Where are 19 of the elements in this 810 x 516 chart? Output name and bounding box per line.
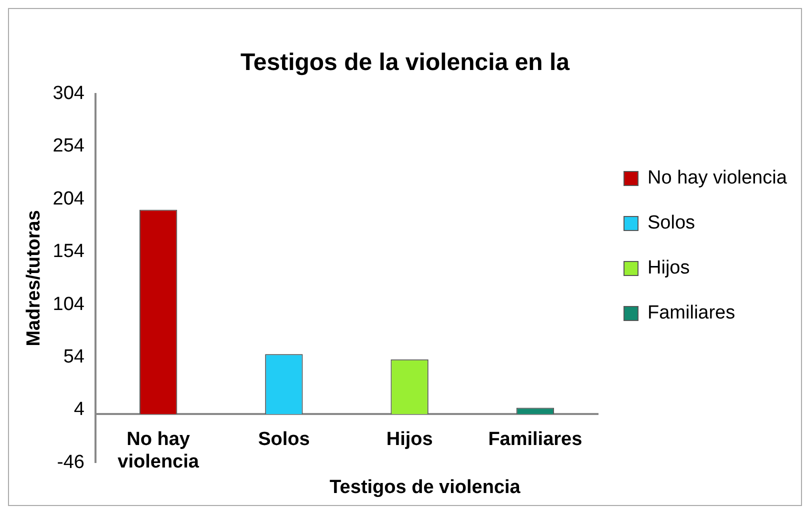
legend-label: Familiares bbox=[648, 302, 736, 324]
y-tick-label: 154 bbox=[52, 241, 85, 262]
y-tick-label: 254 bbox=[52, 136, 85, 157]
x-axis-title: Testigos de violencia bbox=[328, 477, 522, 500]
y-axis-title: Madres/tutoras bbox=[24, 210, 45, 346]
x-tick-label: Solos bbox=[258, 428, 310, 450]
chart-title: Testigos de la violencia en la bbox=[240, 49, 570, 76]
x-tick-label: Familiares bbox=[488, 428, 582, 450]
y-tick-label: 54 bbox=[63, 346, 85, 368]
legend-label: Solos bbox=[648, 212, 696, 234]
y-tick-label: 204 bbox=[52, 188, 85, 210]
x-tick-label: No hay violencia bbox=[118, 428, 200, 473]
legend-label: Hijos bbox=[648, 258, 690, 279]
legend-label: No hay violencia bbox=[648, 168, 788, 189]
y-tick-label: -46 bbox=[57, 452, 84, 473]
y-tick-label: 4 bbox=[74, 399, 85, 420]
x-tick-label: Hijos bbox=[386, 428, 433, 450]
y-tick-label: 304 bbox=[52, 83, 85, 104]
y-tick-label: 104 bbox=[52, 294, 85, 315]
